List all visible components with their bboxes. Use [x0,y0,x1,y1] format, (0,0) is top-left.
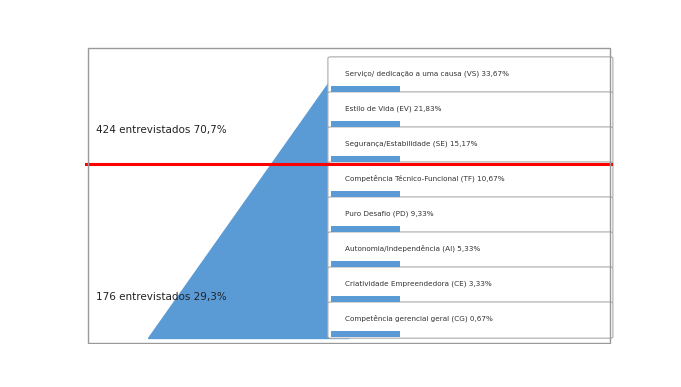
Text: Criatividade Empreendedora (CE) 3,33%: Criatividade Empreendedora (CE) 3,33% [345,280,491,287]
Text: Puro Desafio (PD) 9,33%: Puro Desafio (PD) 9,33% [345,210,433,217]
FancyBboxPatch shape [328,127,613,163]
Bar [330,121,400,127]
Text: Autonomia/Independência (AI) 5,33%: Autonomia/Independência (AI) 5,33% [345,245,480,252]
Bar [330,86,400,92]
FancyBboxPatch shape [328,232,613,268]
FancyBboxPatch shape [328,302,613,338]
Text: Segurança/Estabilidade (SE) 15,17%: Segurança/Estabilidade (SE) 15,17% [345,140,477,147]
FancyBboxPatch shape [328,267,613,303]
FancyBboxPatch shape [328,162,613,198]
Bar [330,156,400,162]
Polygon shape [148,58,349,339]
Bar [330,191,400,197]
Text: Estilo de Vida (EV) 21,83%: Estilo de Vida (EV) 21,83% [345,105,441,111]
Bar [330,226,400,232]
Text: Competência Técnico-Funcional (TF) 10,67%: Competência Técnico-Funcional (TF) 10,67… [345,175,504,182]
FancyBboxPatch shape [328,92,613,128]
Bar [330,331,400,337]
Text: 176 entrevistados 29,3%: 176 entrevistados 29,3% [95,292,226,302]
Bar [330,296,400,302]
Text: Competência gerencial geral (CG) 0,67%: Competência gerencial geral (CG) 0,67% [345,315,492,322]
Bar [330,261,400,267]
FancyBboxPatch shape [328,57,613,93]
Text: Serviço/ dedicação a uma causa (VS) 33,67%: Serviço/ dedicação a uma causa (VS) 33,6… [345,70,509,77]
Text: 424 entrevistados 70,7%: 424 entrevistados 70,7% [95,125,226,135]
FancyBboxPatch shape [328,197,613,233]
